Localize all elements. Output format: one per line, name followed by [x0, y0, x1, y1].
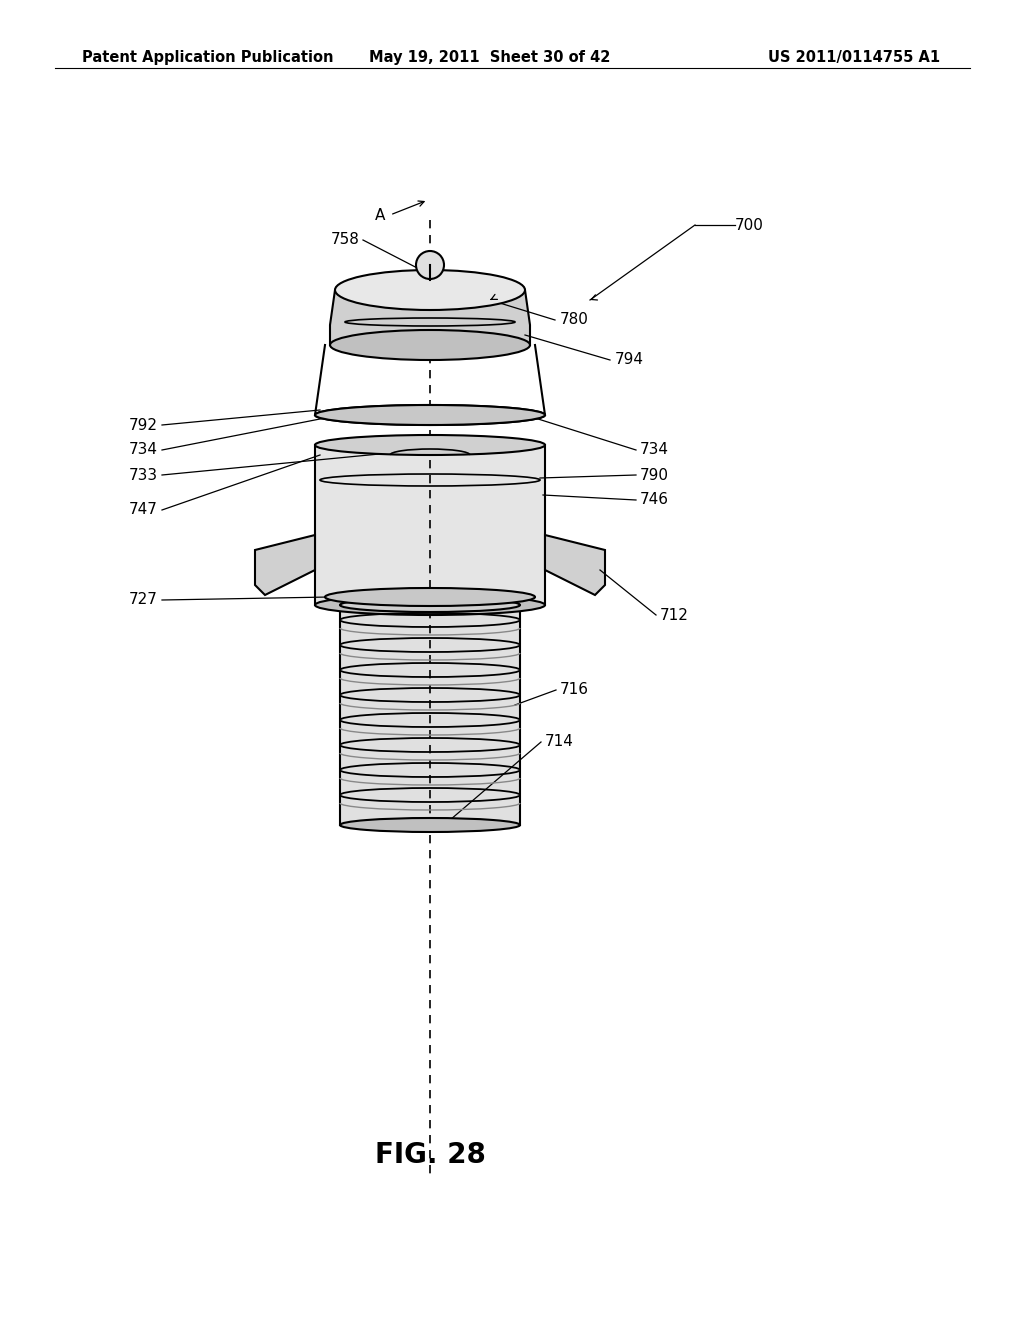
Text: 747: 747 — [129, 503, 158, 517]
Text: A: A — [375, 207, 385, 223]
Text: 792: 792 — [129, 417, 158, 433]
Polygon shape — [330, 290, 530, 345]
Text: 734: 734 — [640, 442, 669, 458]
Ellipse shape — [340, 818, 520, 832]
Text: 714: 714 — [545, 734, 573, 750]
Ellipse shape — [335, 271, 525, 310]
Text: 758: 758 — [331, 232, 360, 248]
Text: 712: 712 — [660, 607, 689, 623]
Ellipse shape — [315, 405, 545, 425]
Text: 727: 727 — [129, 593, 158, 607]
Text: Patent Application Publication: Patent Application Publication — [82, 50, 334, 65]
Text: 733: 733 — [129, 467, 158, 483]
Text: 716: 716 — [560, 682, 589, 697]
Ellipse shape — [315, 436, 545, 455]
Text: 780: 780 — [560, 313, 589, 327]
Ellipse shape — [315, 595, 545, 615]
Ellipse shape — [330, 330, 530, 360]
Ellipse shape — [315, 405, 545, 425]
Polygon shape — [340, 605, 520, 825]
Ellipse shape — [325, 587, 535, 606]
Text: 794: 794 — [615, 352, 644, 367]
Text: 746: 746 — [640, 492, 669, 507]
Text: US 2011/0114755 A1: US 2011/0114755 A1 — [768, 50, 940, 65]
Text: May 19, 2011  Sheet 30 of 42: May 19, 2011 Sheet 30 of 42 — [370, 50, 610, 65]
Text: 790: 790 — [640, 467, 669, 483]
Polygon shape — [315, 445, 545, 605]
Text: 700: 700 — [735, 218, 764, 232]
Ellipse shape — [340, 598, 520, 612]
Text: FIG. 28: FIG. 28 — [375, 1140, 485, 1170]
Ellipse shape — [416, 251, 444, 279]
Polygon shape — [255, 535, 315, 595]
Text: 734: 734 — [129, 442, 158, 458]
Polygon shape — [545, 535, 605, 595]
